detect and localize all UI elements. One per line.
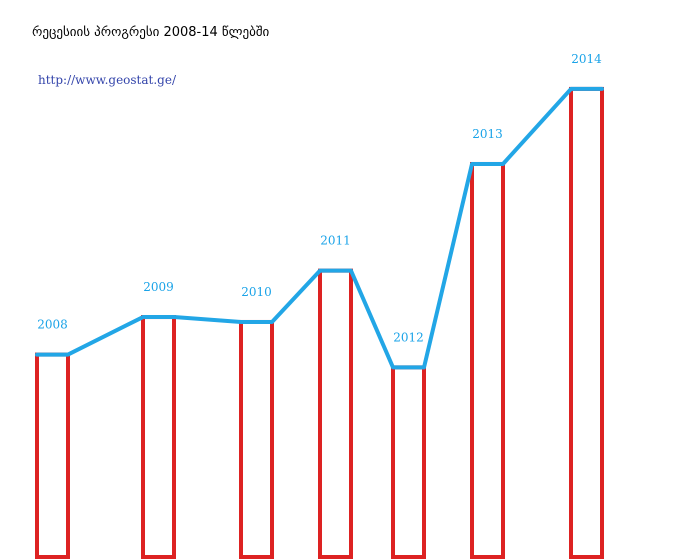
bar-2014	[569, 86, 604, 560]
bar-2012	[391, 365, 426, 559]
trend-line-group	[35, 86, 604, 370]
bar-2010	[239, 319, 274, 559]
chart-source-link[interactable]: http://www.geostat.ge/	[38, 73, 177, 87]
year-label-2009: 2009	[143, 280, 174, 294]
bar-2008	[35, 352, 70, 559]
year-label-2008: 2008	[37, 318, 68, 332]
year-label-2011: 2011	[320, 234, 351, 248]
bar-2009	[141, 315, 176, 559]
year-label-2013: 2013	[472, 127, 503, 141]
bar-2011	[318, 268, 353, 559]
year-label-2012: 2012	[393, 330, 424, 344]
chart-title: რეცესიის პროგრესი 2008-14 წლებში	[32, 25, 270, 40]
year-label-2014: 2014	[571, 52, 602, 66]
year-labels-group: 2008 2009 2010 2011 2012 2013 2014	[37, 52, 602, 344]
bars-group	[35, 86, 604, 560]
year-label-2010: 2010	[241, 285, 272, 299]
bar-2013	[470, 161, 505, 559]
trend-line	[35, 86, 604, 370]
